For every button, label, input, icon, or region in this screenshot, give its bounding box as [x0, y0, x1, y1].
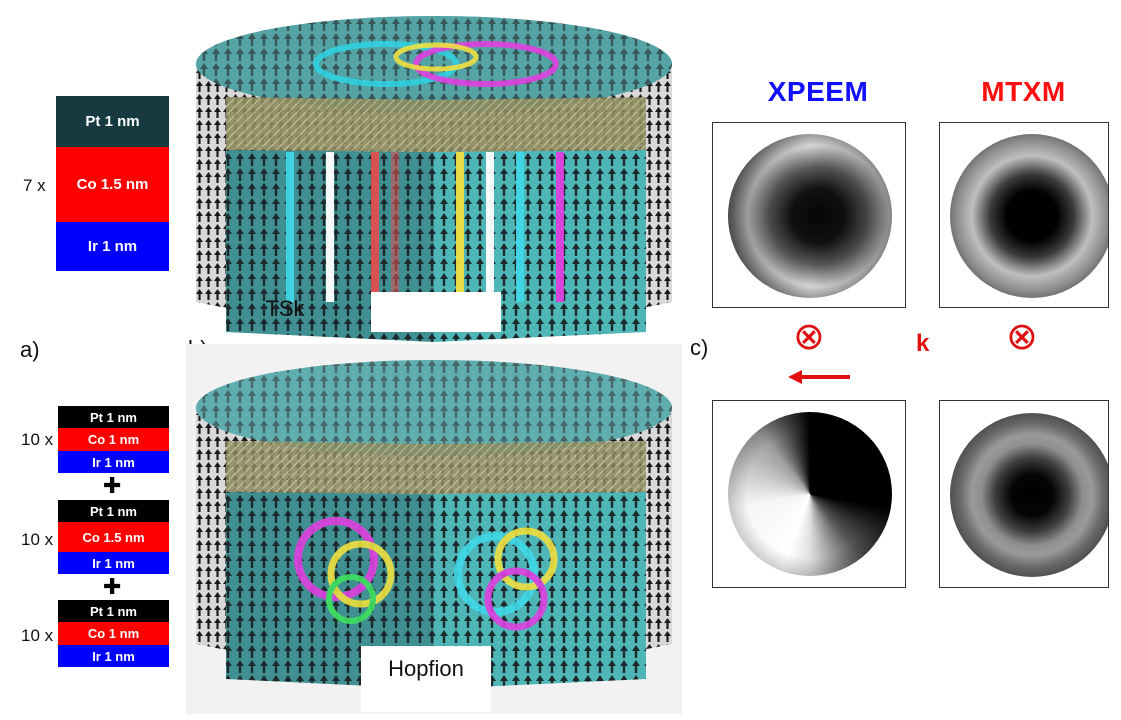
- xpeem-title: XPEEM: [767, 76, 869, 107]
- hopfion-group1-repeat: 10 x: [21, 430, 54, 449]
- hopfion-label: Hopfion: [388, 656, 464, 681]
- xpeem-tsk-image: [712, 122, 906, 308]
- k-vector-arrow-icon: [788, 370, 850, 384]
- k-label: k: [916, 330, 930, 357]
- hopfion-group3-repeat: 10 x: [21, 626, 54, 645]
- tsk-layer-ir: Ir 1 nm: [56, 222, 169, 271]
- hopfion-group3-co: Co 1 nm: [58, 622, 169, 645]
- plus-icon: ✚: [103, 473, 122, 498]
- mtxm-title: MTXM: [981, 76, 1066, 107]
- plus-icon: ✚: [103, 574, 122, 599]
- hopfion-group1-pt: Pt 1 nm: [58, 406, 169, 428]
- hopfion-group1-co: Co 1 nm: [58, 428, 169, 451]
- xpeem-hopfion-image: [712, 400, 906, 588]
- hopfion-group2-pt: Pt 1 nm: [58, 500, 169, 522]
- xpeem-beam-direction-icon: ⊗: [793, 316, 825, 358]
- hopfion-group2-co: Co 1.5 nm: [58, 522, 169, 552]
- hopfion-group3-ir: Ir 1 nm: [58, 645, 169, 667]
- tsk-simulation-image: [196, 16, 672, 342]
- hopfion-group1-ir: Ir 1 nm: [58, 451, 169, 473]
- panel-label-c: c): [690, 335, 709, 360]
- mtxm-hopfion-image: [939, 400, 1109, 588]
- hopfion-group3-pt: Pt 1 nm: [58, 600, 169, 622]
- hopfion-group2-repeat: 10 x: [21, 530, 54, 549]
- tsk-label: TSk: [265, 296, 305, 321]
- tsk-layer-co: Co 1.5 nm: [56, 147, 169, 222]
- hopfion-group2-ir: Ir 1 nm: [58, 552, 169, 574]
- hopfion-simulation-image: [186, 344, 682, 714]
- mtxm-beam-direction-icon: ⊗: [1006, 316, 1038, 358]
- tsk-layer-pt: Pt 1 nm: [56, 96, 169, 147]
- panel-label-a: a): [20, 337, 40, 362]
- mtxm-tsk-image: [939, 122, 1109, 308]
- tsk-repeat-count: 7 x: [23, 176, 46, 195]
